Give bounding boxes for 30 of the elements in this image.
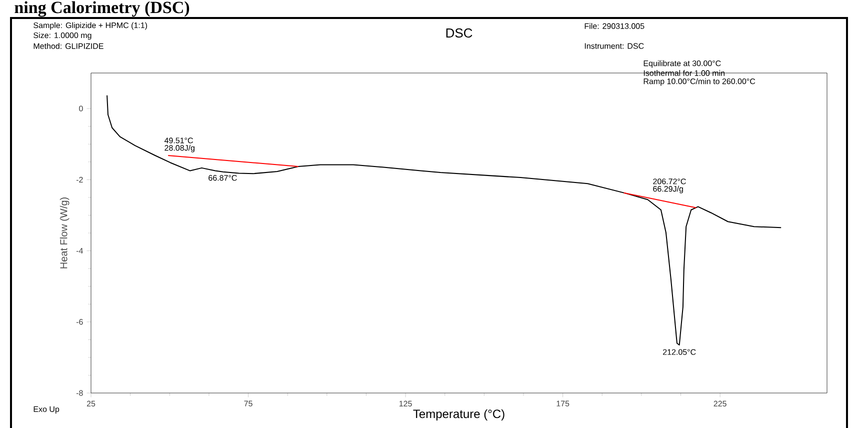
- annotation: 66.87°C: [208, 175, 237, 181]
- annotation: 28.08J/g: [164, 144, 194, 152]
- y-tick-label: 0: [79, 106, 83, 112]
- y-tick-label: -2: [76, 176, 83, 182]
- text: File: 290313.005: [584, 23, 644, 29]
- y-tick-label: -8: [76, 390, 83, 396]
- annotation: Isothermal for 1.00 min: [644, 70, 724, 76]
- x-tick-label: 25: [86, 400, 96, 406]
- x-tick-label: 175: [556, 400, 570, 406]
- chart-title: DSC: [446, 28, 472, 38]
- x-tick-label: 75: [244, 400, 252, 406]
- annotation: 212.05°C: [663, 349, 696, 355]
- x-tick-label: 225: [714, 400, 726, 406]
- annotation: 66.29J/g: [653, 186, 683, 194]
- x-axis-title: Temperature (°C): [413, 409, 504, 421]
- text: Instrument: DSC: [584, 43, 644, 49]
- annotation: 49.51°C: [164, 138, 193, 144]
- annotation: 206.72°C: [653, 178, 686, 184]
- text: Size: 1.0000 mg: [34, 32, 92, 40]
- text: Equilibrate at 30.00°C: [644, 60, 721, 68]
- text: ning Calorimetry (DSC): [14, 1, 190, 17]
- y-axis-title: Heat Flow (W/g): [60, 198, 70, 268]
- y-tick-label: -4: [76, 248, 83, 254]
- text: Exo Up: [34, 406, 60, 414]
- text: Method: GLIPIZIDE: [34, 43, 104, 49]
- y-tick-label: -6: [76, 319, 83, 325]
- annotation: Ramp 10.00°C/min to 260.00°C: [644, 78, 756, 86]
- line-series: [106, 94, 782, 346]
- text: Sample: Glipizide + HPMC (1:1): [34, 22, 148, 30]
- x-tick-label: 125: [399, 400, 412, 406]
